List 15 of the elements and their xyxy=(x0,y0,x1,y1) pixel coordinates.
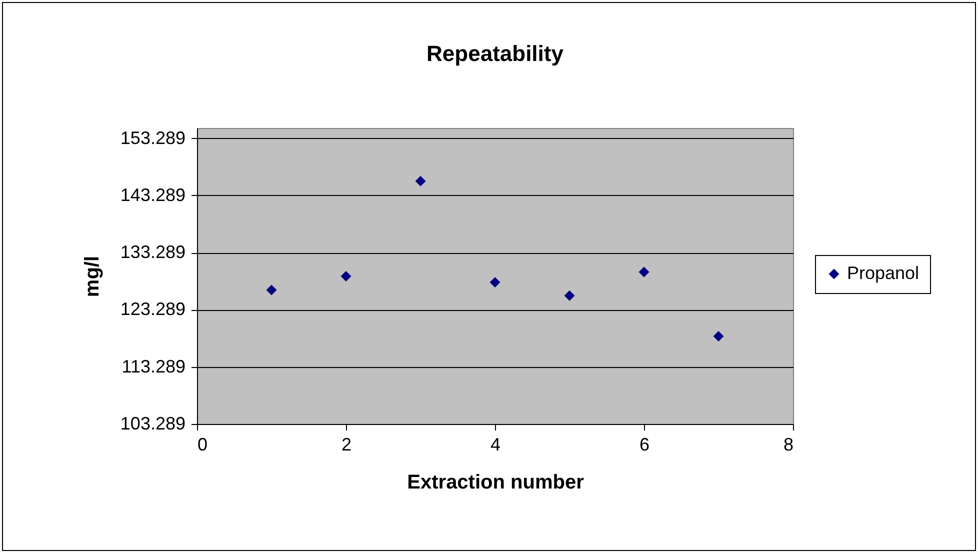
x-tick-label: 0 xyxy=(198,434,208,454)
x-axis-title: Extraction number xyxy=(407,472,584,494)
y-tick-label: 103.289 xyxy=(120,414,186,434)
y-tick-label: 123.289 xyxy=(120,299,186,320)
y-axis-title: mg/l xyxy=(81,256,104,298)
y-tick-label: 153.289 xyxy=(120,128,186,148)
y-tick-label: 143.289 xyxy=(120,184,186,205)
x-tick-label: 4 xyxy=(490,434,501,454)
x-tick-label: 6 xyxy=(639,434,650,454)
x-tick-label: 8 xyxy=(783,434,794,454)
legend-label: Propanol xyxy=(847,263,920,283)
y-tick-label: 113.289 xyxy=(122,356,186,376)
y-tick-label: 133.289 xyxy=(120,242,186,262)
chart-title: Repeatability xyxy=(426,41,564,66)
x-tick-label: 2 xyxy=(341,434,352,454)
